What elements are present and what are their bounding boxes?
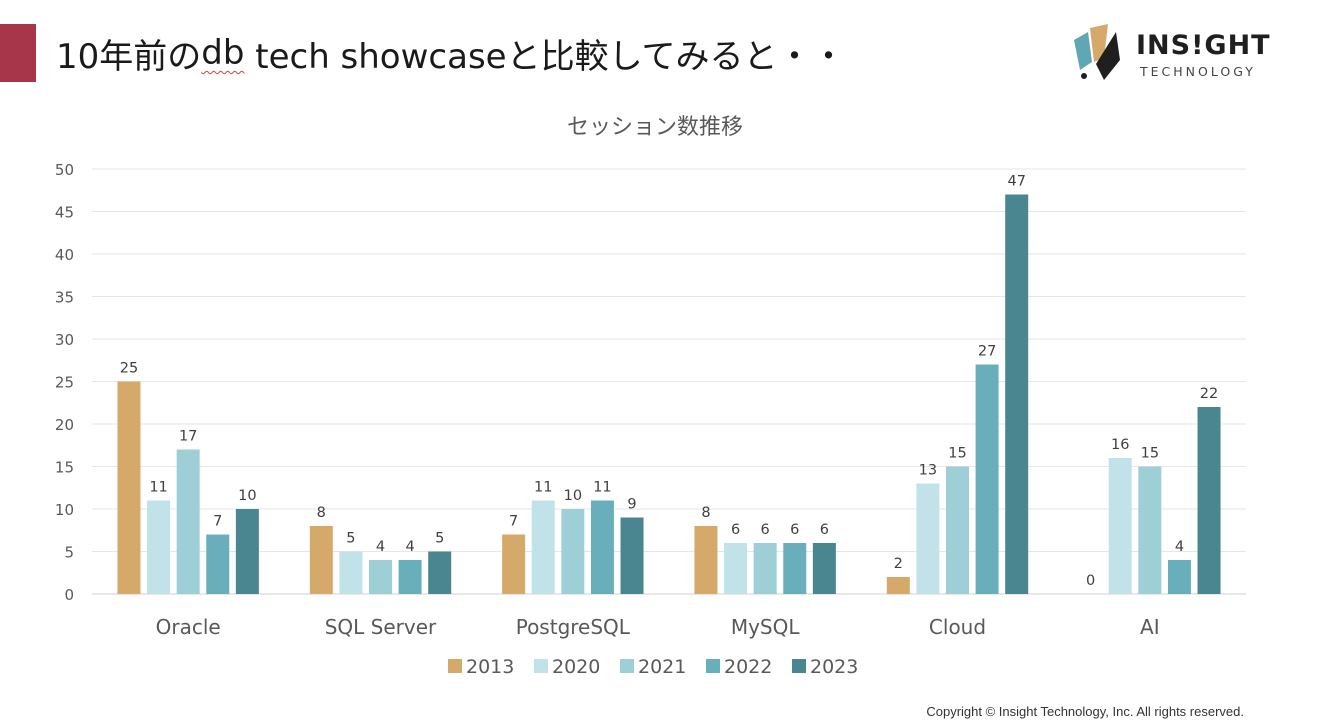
data-label: 4 [405, 539, 414, 555]
logo-mark-icon [1074, 24, 1120, 80]
data-label: 2 [894, 556, 903, 572]
bar-2022 [783, 543, 807, 594]
insight-technology-logo: INS!GHT TECHNOLOGY [1070, 22, 1300, 86]
y-tick-label: 50 [55, 161, 74, 179]
data-label: 4 [1175, 539, 1184, 555]
bar-2021 [753, 543, 777, 594]
legend-label: 2021 [638, 656, 686, 678]
bar-2021 [1138, 466, 1162, 594]
chart-title: セッション数推移 [567, 115, 743, 140]
category-label: Cloud [929, 615, 986, 639]
bar-2021 [946, 466, 969, 594]
bar-2013 [502, 534, 526, 594]
bar-2023 [812, 543, 836, 594]
legend-swatch-2023 [792, 659, 806, 673]
bar-2022 [975, 364, 999, 594]
data-label: 10 [238, 488, 256, 504]
bar-2020 [147, 500, 171, 594]
bar-2023 [428, 551, 452, 594]
data-label: 13 [919, 463, 937, 479]
data-label: 47 [1007, 174, 1025, 190]
data-label: 7 [213, 514, 222, 530]
data-label: 25 [120, 361, 138, 377]
data-label: 9 [627, 497, 636, 513]
legend-label: 2023 [810, 656, 858, 678]
title-accent-bar [0, 24, 36, 82]
y-tick-label: 0 [64, 586, 74, 604]
y-tick-label: 15 [55, 459, 74, 477]
data-label: 27 [978, 344, 996, 360]
data-label: 11 [149, 480, 167, 496]
bar-2013 [886, 577, 910, 594]
bar-2021 [176, 449, 200, 594]
data-label: 4 [376, 539, 385, 555]
y-tick-label: 20 [55, 416, 74, 434]
legend-label: 2022 [724, 656, 772, 678]
y-tick-label: 5 [64, 544, 74, 562]
y-tick-label: 40 [55, 246, 74, 264]
bar-2023 [1005, 194, 1029, 594]
bar-2023 [1197, 407, 1221, 594]
y-tick-label: 45 [55, 204, 74, 222]
data-label: 6 [790, 522, 799, 538]
bar-2022 [1167, 560, 1191, 594]
category-label: MySQL [731, 615, 801, 639]
slide-title-suffix: tech showcaseと比較してみると・・ [244, 36, 846, 77]
bar-2013 [117, 381, 141, 594]
bar-2013 [309, 526, 333, 594]
bar-2022 [590, 500, 614, 594]
data-label: 15 [948, 446, 966, 462]
legend-label: 2013 [466, 656, 514, 678]
logo-sub-text: TECHNOLOGY [1140, 64, 1256, 79]
data-label: 6 [761, 522, 770, 538]
category-label: AI [1140, 615, 1160, 639]
bar-2020 [916, 483, 940, 594]
slide-title-db: db [201, 33, 245, 73]
category-label: PostgreSQL [516, 615, 631, 639]
bar-2020 [531, 500, 555, 594]
bar-2022 [206, 534, 230, 594]
data-label: 16 [1111, 437, 1129, 453]
copyright-text: Copyright © Insight Technology, Inc. All… [926, 704, 1244, 719]
legend-swatch-2020 [534, 659, 548, 673]
bar-2020 [1108, 458, 1132, 594]
bar-2021 [561, 509, 585, 594]
data-label: 8 [317, 505, 326, 521]
data-label: 22 [1200, 386, 1218, 402]
bar-2022 [398, 560, 422, 594]
y-tick-label: 35 [55, 289, 74, 307]
data-label: 15 [1141, 446, 1159, 462]
y-tick-label: 10 [55, 501, 74, 519]
data-label: 8 [701, 505, 710, 521]
bar-2021 [369, 560, 392, 594]
bar-2020 [339, 551, 363, 594]
legend-swatch-2021 [620, 659, 634, 673]
bar-2013 [694, 526, 718, 594]
bar-2023 [620, 517, 644, 594]
data-label: 6 [820, 522, 829, 538]
legend-swatch-2022 [706, 659, 720, 673]
slide-title: 10年前の db tech showcaseと比較してみると・・ [56, 24, 846, 82]
data-label: 10 [564, 488, 582, 504]
legend-label: 2020 [552, 656, 600, 678]
data-label: 0 [1086, 573, 1095, 589]
logo-main-text: INS!GHT [1136, 30, 1271, 61]
data-label: 5 [435, 531, 444, 547]
y-tick-label: 25 [55, 374, 74, 392]
data-label: 11 [593, 480, 611, 496]
data-label: 11 [534, 480, 552, 496]
data-label: 7 [509, 514, 518, 530]
category-label: Oracle [156, 615, 221, 639]
bar-2020 [724, 543, 748, 594]
data-label: 5 [346, 531, 355, 547]
category-label: SQL Server [325, 615, 437, 639]
session-count-chart: セッション数推移05101520253035404550251117710Ora… [55, 115, 1246, 678]
data-label: 17 [179, 429, 197, 445]
legend-swatch-2013 [448, 659, 462, 673]
y-tick-label: 30 [55, 331, 74, 349]
bar-2023 [235, 509, 259, 594]
data-label: 6 [731, 522, 740, 538]
slide-title-prefix: 10年前の [56, 36, 202, 77]
